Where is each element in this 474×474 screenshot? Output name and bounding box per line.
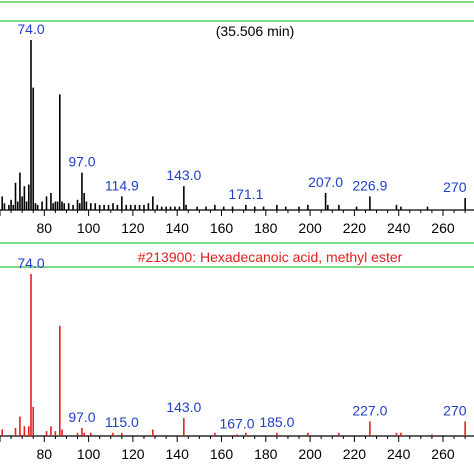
x-tick-label: 160	[210, 220, 234, 236]
x-tick-label: 200	[298, 220, 322, 236]
x-tick-label: 220	[343, 220, 367, 236]
x-tick-label: 240	[387, 446, 411, 462]
peak-label: 97.0	[68, 409, 95, 425]
peak-label: 114.9	[105, 177, 139, 193]
peak-label: 226.9	[352, 177, 387, 193]
peak-label: 185.0	[259, 414, 294, 430]
peak-label: 115.0	[105, 414, 139, 430]
frame-lines	[0, 1, 474, 268]
x-tick-label: 240	[387, 220, 411, 236]
x-tick-label: 120	[121, 220, 145, 236]
x-tick-label: 80	[37, 446, 53, 462]
peak-label: 167.0	[219, 415, 254, 431]
x-tick-label: 120	[121, 446, 145, 462]
peak-label: 227.0	[352, 402, 387, 418]
x-tick-label: 260	[431, 446, 455, 462]
x-tick-label: 140	[166, 220, 190, 236]
peak-label: 270	[443, 179, 467, 195]
x-tick-label: 160	[210, 446, 234, 462]
x-tick-label: 180	[254, 446, 278, 462]
x-tick-label: 260	[431, 220, 455, 236]
chart-title-upper: (35.506 min)	[216, 23, 295, 39]
peak-label: 270	[443, 402, 467, 418]
spectrum-panel-upper: 80 100 120 140 160 180 200 220 240 260 74.0 97.0 114…	[0, 21, 474, 236]
peak-label: 74.0	[17, 255, 44, 271]
x-tick-label: 200	[298, 446, 322, 462]
x-tick-label: 100	[77, 446, 101, 462]
chart-title-lower: #213900: Hexadecanoic acid, methyl ester	[138, 249, 403, 265]
x-tick-label: 220	[343, 446, 367, 462]
x-tick-label: 180	[254, 220, 278, 236]
peak-label: 74.0	[17, 21, 44, 37]
x-tick-label: 80	[37, 220, 53, 236]
peak-label: 143.0	[166, 399, 201, 415]
x-tick-label: 100	[77, 220, 101, 236]
peak-label: 143.0	[166, 167, 201, 183]
x-tick-label: 140	[166, 446, 190, 462]
peak-label: 171.1	[228, 186, 263, 202]
peak-label: 207.0	[308, 174, 343, 190]
peak-label: 97.0	[68, 154, 95, 170]
spectrum-panel-lower: 80 100 120 140 160 180 200 220 240 260 74.0 97.0 115…	[0, 255, 474, 462]
